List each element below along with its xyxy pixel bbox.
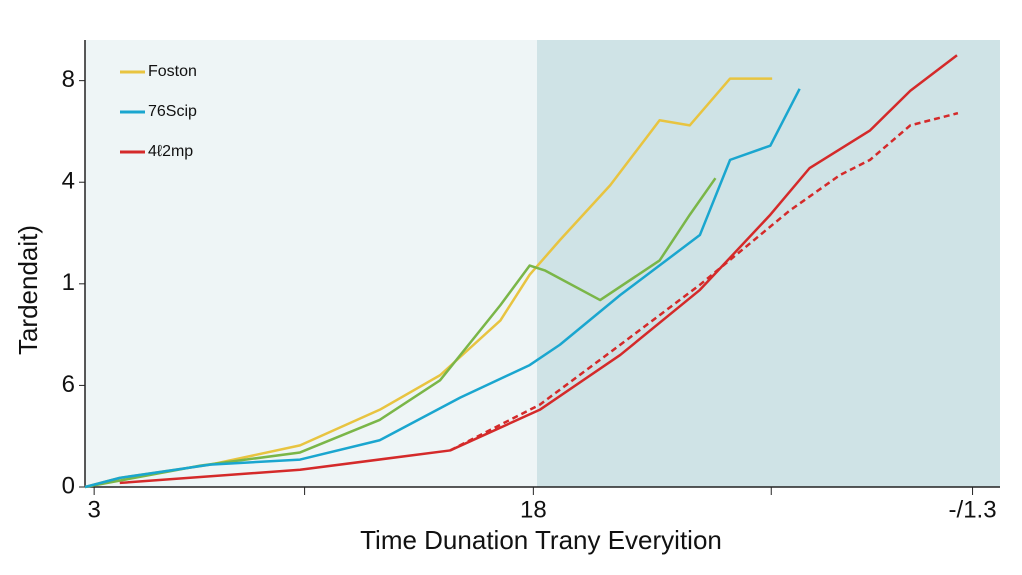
series-line	[84, 88, 801, 489]
legend-label: 4ℓ2mp	[148, 143, 193, 160]
series-line	[84, 177, 717, 489]
y-tick-label: 0	[62, 472, 75, 499]
series-line	[119, 54, 958, 485]
y-tick-label: 1	[62, 269, 75, 296]
y-tick-label: 8	[62, 66, 75, 93]
legend-label: Foston	[148, 63, 197, 80]
y-axis-label: Tardendait)	[13, 225, 43, 355]
y-tick-label: 6	[62, 371, 75, 398]
shaded-region	[537, 40, 1000, 487]
y-tick-label: 4	[62, 168, 75, 195]
series-line	[449, 111, 959, 452]
x-tick-label: -/1.3	[949, 496, 997, 523]
x-tick-label: 3	[87, 496, 100, 523]
legend-label: 76Scip	[148, 103, 197, 120]
x-tick-label: 18	[520, 496, 547, 523]
x-axis-label: Time Dunation Trany Everyition	[360, 525, 722, 555]
